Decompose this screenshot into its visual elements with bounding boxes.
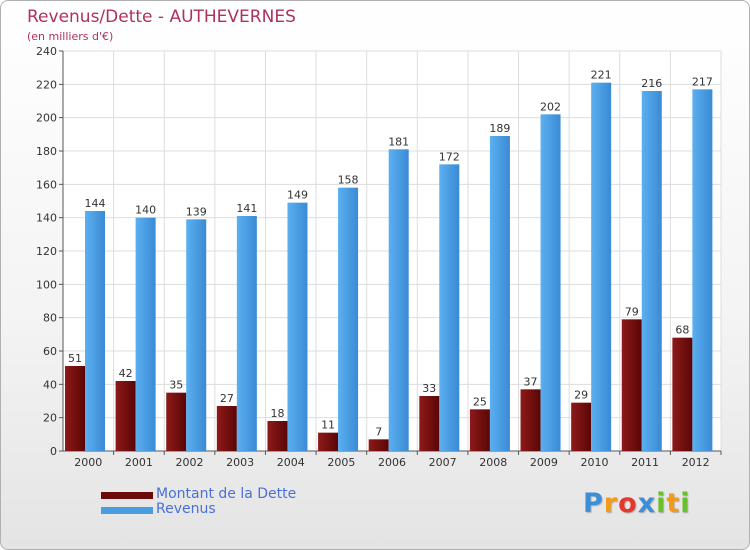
dette-bar — [469, 409, 490, 451]
revenus-bar-label: 141 — [236, 202, 257, 215]
logo-letter: i — [680, 488, 691, 519]
dette-bar-label: 7 — [375, 425, 382, 438]
logo-letter: x — [637, 488, 657, 519]
dette-bar-label: 18 — [270, 407, 284, 420]
proxiti-logo: Proxiti — [583, 488, 691, 519]
x-tick-label: 2004 — [277, 456, 305, 469]
dette-bar — [115, 381, 136, 451]
revenus-bar — [641, 91, 662, 451]
dette-bar — [672, 337, 693, 451]
revenus-bar-label: 216 — [641, 77, 662, 90]
x-tick-label: 2005 — [327, 456, 355, 469]
dette-bar — [520, 389, 541, 451]
x-tick-label: 2000 — [74, 456, 102, 469]
x-tick-label: 2012 — [682, 456, 710, 469]
revenus-bar — [236, 216, 257, 451]
x-tick-label: 2008 — [479, 456, 507, 469]
dette-bar — [166, 392, 187, 451]
revenus-bar — [540, 114, 561, 451]
dette-bar — [216, 406, 237, 451]
y-tick-label: 160 — [36, 178, 57, 191]
revenus-bar-label: 149 — [287, 189, 308, 202]
x-tick-label: 2009 — [530, 456, 558, 469]
logo-letter: t — [666, 488, 681, 519]
chart-title: Revenus/Dette - AUTHEVERNES — [27, 7, 296, 27]
logo-letter: r — [603, 488, 619, 519]
y-tick-label: 0 — [50, 445, 57, 458]
dette-bar — [571, 402, 592, 451]
y-tick-label: 200 — [36, 112, 57, 125]
y-tick-label: 120 — [36, 245, 57, 258]
revenus-bar — [186, 219, 207, 451]
revenus-bar-label: 144 — [85, 197, 106, 210]
y-tick-label: 240 — [36, 45, 57, 58]
dette-bar-label: 29 — [574, 389, 588, 402]
y-tick-label: 80 — [43, 312, 57, 325]
dette-bar-label: 25 — [473, 395, 487, 408]
dette-bar-label: 79 — [625, 305, 639, 318]
dette-bar-label: 51 — [68, 352, 82, 365]
x-tick-label: 2006 — [378, 456, 406, 469]
dette-bar — [318, 432, 339, 451]
revenus-bar-label: 140 — [135, 204, 156, 217]
x-tick-label: 2010 — [580, 456, 608, 469]
revenus-bar — [439, 164, 460, 452]
dette-bar — [621, 319, 642, 451]
dette-bar-label: 68 — [675, 324, 689, 337]
dette-bar — [65, 366, 85, 451]
dette-bar-label: 37 — [524, 375, 538, 388]
legend-swatch-revenus — [101, 507, 153, 514]
revenus-bar-label: 217 — [692, 75, 713, 88]
dette-bar-label: 42 — [119, 367, 133, 380]
logo-letter: i — [656, 488, 667, 519]
revenus-bar-label: 139 — [186, 205, 207, 218]
revenus-bar-label: 158 — [338, 174, 359, 187]
revenus-bar — [591, 82, 612, 452]
revenus-bar — [85, 211, 105, 451]
dette-bar-label: 27 — [220, 392, 234, 405]
revenus-bar — [489, 136, 510, 451]
x-tick-label: 2003 — [226, 456, 254, 469]
dette-bar-label: 35 — [169, 379, 183, 392]
dette-bar — [368, 439, 389, 451]
logo-letter: o — [618, 488, 638, 519]
revenus-bar — [287, 202, 308, 451]
revenus-bar-label: 189 — [489, 122, 510, 135]
y-tick-label: 140 — [36, 212, 57, 225]
revenus-bar — [692, 89, 713, 451]
legend-swatch-dette — [101, 492, 153, 499]
y-tick-label: 180 — [36, 145, 57, 158]
legend-label-dette: Montant de la Dette — [156, 486, 297, 502]
x-tick-label: 2001 — [125, 456, 153, 469]
y-tick-label: 100 — [36, 278, 57, 291]
dette-bar — [419, 396, 440, 451]
revenus-bar — [388, 149, 409, 452]
y-tick-label: 220 — [36, 78, 57, 91]
revenus-bar-label: 221 — [591, 69, 612, 82]
legend-label-revenus: Revenus — [156, 501, 216, 517]
dette-bar — [267, 421, 288, 451]
y-tick-label: 60 — [43, 345, 57, 358]
logo-letter: P — [583, 488, 604, 519]
revenus-bar-label: 202 — [540, 100, 561, 113]
chart-subtitle: (en milliers d'€) — [27, 30, 114, 43]
dette-bar-label: 11 — [321, 419, 335, 432]
revenus-bar — [135, 217, 156, 451]
x-tick-label: 2002 — [176, 456, 204, 469]
y-tick-label: 20 — [43, 412, 57, 425]
y-tick-label: 40 — [43, 378, 57, 391]
dette-bar-label: 33 — [422, 382, 436, 395]
revenus-bar-label: 181 — [388, 135, 409, 148]
x-tick-label: 2011 — [631, 456, 659, 469]
x-tick-label: 2007 — [429, 456, 457, 469]
revenus-bar-label: 172 — [439, 150, 460, 163]
revenus-bar — [338, 187, 359, 451]
